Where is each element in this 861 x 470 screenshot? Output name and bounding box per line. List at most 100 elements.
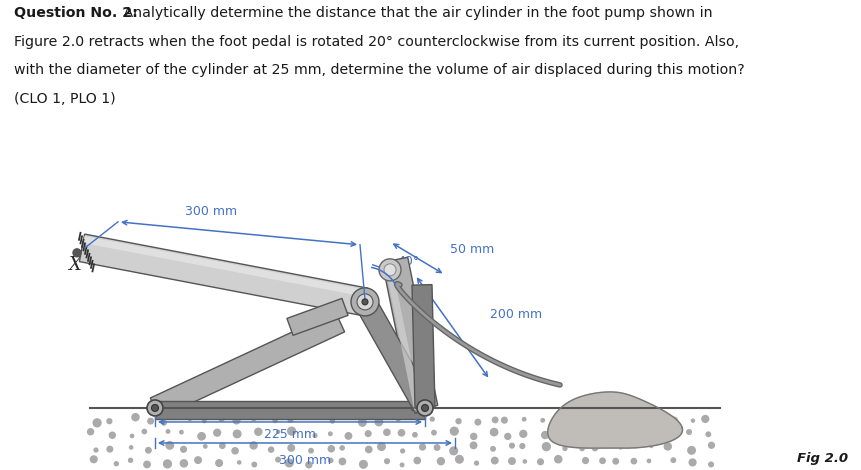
Circle shape — [166, 442, 173, 449]
Circle shape — [470, 433, 476, 439]
Circle shape — [651, 415, 658, 423]
Circle shape — [142, 430, 146, 434]
Circle shape — [269, 447, 273, 452]
Circle shape — [144, 461, 150, 468]
Polygon shape — [79, 234, 367, 316]
Circle shape — [687, 446, 695, 454]
Circle shape — [519, 444, 524, 448]
Circle shape — [455, 419, 461, 423]
Circle shape — [339, 458, 345, 465]
Circle shape — [492, 417, 498, 423]
Circle shape — [434, 445, 439, 450]
Circle shape — [220, 443, 225, 448]
Circle shape — [73, 249, 81, 257]
Circle shape — [523, 460, 526, 463]
Circle shape — [162, 420, 166, 425]
Circle shape — [505, 433, 510, 439]
Circle shape — [214, 429, 220, 436]
Circle shape — [344, 433, 351, 439]
Circle shape — [198, 432, 205, 440]
Polygon shape — [155, 401, 424, 419]
Circle shape — [501, 417, 506, 423]
Circle shape — [562, 417, 567, 421]
Circle shape — [129, 446, 133, 449]
Circle shape — [417, 400, 432, 416]
Polygon shape — [384, 261, 420, 410]
Circle shape — [437, 458, 444, 465]
Text: 225 mm: 225 mm — [263, 428, 316, 441]
Circle shape — [592, 432, 598, 437]
Text: 300 mm: 300 mm — [279, 454, 331, 467]
Text: with the diameter of the cylinder at 25 mm, determine the volume of air displace: with the diameter of the cylinder at 25 … — [14, 63, 744, 77]
Circle shape — [180, 460, 187, 467]
Circle shape — [306, 462, 312, 468]
Circle shape — [288, 445, 294, 451]
Circle shape — [649, 444, 652, 447]
Text: X: X — [68, 256, 81, 274]
Circle shape — [508, 458, 515, 464]
Text: Figure 2.0 retracts when the foot pedal is rotated 20° counterclockwise from its: Figure 2.0 retracts when the foot pedal … — [14, 35, 738, 48]
Circle shape — [288, 427, 295, 435]
Circle shape — [94, 448, 98, 452]
Circle shape — [671, 458, 675, 462]
Circle shape — [128, 458, 133, 462]
Circle shape — [250, 442, 257, 449]
Circle shape — [689, 459, 695, 466]
Circle shape — [637, 430, 641, 433]
Circle shape — [251, 415, 257, 421]
Circle shape — [359, 461, 367, 468]
Circle shape — [400, 463, 403, 467]
Circle shape — [610, 431, 614, 435]
Circle shape — [179, 431, 183, 434]
Text: 40°: 40° — [397, 255, 418, 268]
Circle shape — [592, 446, 597, 451]
Circle shape — [375, 418, 382, 426]
Circle shape — [701, 415, 708, 423]
Text: Question No. 2:: Question No. 2: — [14, 6, 138, 20]
Circle shape — [449, 447, 457, 454]
Circle shape — [614, 415, 620, 420]
Circle shape — [664, 443, 671, 450]
Circle shape — [164, 460, 171, 468]
Circle shape — [238, 461, 240, 464]
Circle shape — [686, 430, 691, 434]
Circle shape — [708, 462, 713, 467]
Polygon shape — [381, 257, 437, 410]
Circle shape — [509, 443, 514, 448]
Circle shape — [669, 417, 677, 425]
Circle shape — [470, 442, 476, 448]
Circle shape — [255, 428, 262, 435]
Text: Fig 2.0: Fig 2.0 — [796, 452, 847, 465]
Circle shape — [233, 430, 240, 438]
Circle shape — [519, 431, 526, 437]
Polygon shape — [83, 236, 367, 297]
Circle shape — [188, 416, 192, 420]
Circle shape — [491, 457, 498, 464]
Circle shape — [146, 447, 151, 453]
Circle shape — [115, 462, 118, 466]
Circle shape — [554, 455, 561, 463]
Circle shape — [330, 419, 334, 423]
Circle shape — [107, 419, 112, 423]
Circle shape — [340, 446, 344, 450]
Circle shape — [413, 457, 420, 463]
Circle shape — [421, 405, 428, 411]
Text: Analytically determine the distance that the air cylinder in the foot pump shown: Analytically determine the distance that… — [119, 6, 712, 20]
Circle shape — [285, 459, 293, 467]
Circle shape — [251, 462, 257, 467]
Circle shape — [647, 459, 650, 462]
Circle shape — [474, 461, 478, 465]
Circle shape — [541, 431, 548, 439]
Circle shape — [412, 432, 417, 437]
Circle shape — [629, 421, 631, 424]
Circle shape — [598, 417, 601, 421]
Circle shape — [308, 448, 313, 453]
Circle shape — [288, 418, 293, 422]
Circle shape — [672, 432, 678, 437]
Text: 200 mm: 200 mm — [489, 308, 542, 321]
Circle shape — [377, 443, 385, 450]
Circle shape — [522, 417, 525, 421]
Circle shape — [88, 429, 94, 435]
Circle shape — [273, 418, 277, 423]
Circle shape — [383, 264, 395, 276]
